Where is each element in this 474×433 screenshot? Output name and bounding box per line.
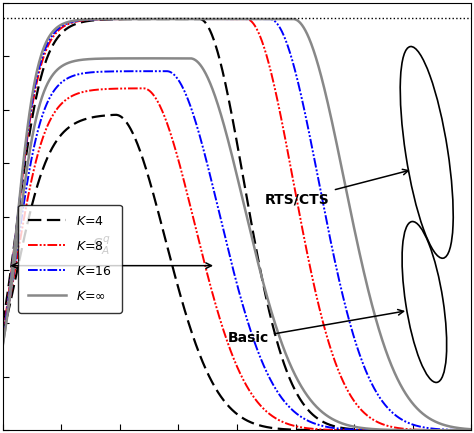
Text: Basic: Basic bbox=[228, 310, 403, 346]
Text: $S_A^q$: $S_A^q$ bbox=[91, 234, 111, 257]
Legend: $K$=4, $K$=8, $K$=16, $K$=$\infty$: $K$=4, $K$=8, $K$=16, $K$=$\infty$ bbox=[18, 204, 122, 313]
Text: RTS/CTS: RTS/CTS bbox=[265, 169, 408, 207]
